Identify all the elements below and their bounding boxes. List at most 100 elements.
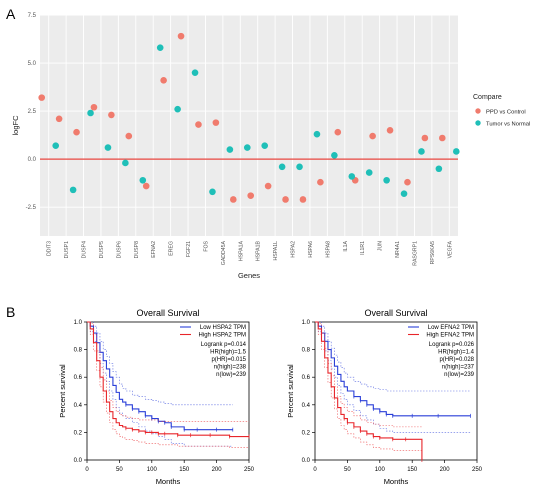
ppd-point <box>160 77 167 84</box>
x-tick-label: 250 <box>472 467 483 473</box>
x-tick-label: 100 <box>375 467 386 473</box>
tumor-point <box>313 130 321 138</box>
x-tick-label: IL1A <box>343 240 349 251</box>
y-axis-label: Percent survival <box>58 364 67 418</box>
legend-entry: Low EFNA2 TPM <box>428 325 474 331</box>
stat-line: HR(high)=1.4 <box>438 350 475 356</box>
legend-title: Compare <box>473 94 502 101</box>
plot-background <box>40 15 458 236</box>
tumor-point <box>418 148 425 155</box>
x-tick-label: 100 <box>147 467 158 473</box>
legend-key <box>475 120 481 126</box>
x-tick-label: HSPA6 <box>308 241 314 258</box>
ppd-point <box>386 127 394 134</box>
ppd-point <box>108 111 115 119</box>
x-tick-label: 0 <box>313 467 317 473</box>
ppd-point <box>125 132 133 140</box>
x-tick-label: JUN <box>378 241 384 251</box>
x-tick-label: DUSP5 <box>99 241 105 258</box>
ppd-point <box>334 128 342 136</box>
tumor-point <box>331 151 338 159</box>
tumor-point <box>69 186 77 194</box>
panel-b-letter: B <box>6 304 15 320</box>
y-tick-label: 0.4 <box>302 403 311 409</box>
high-lower-ci <box>315 321 423 460</box>
ppd-point <box>404 178 411 186</box>
km-title: Overall Survival <box>136 308 199 318</box>
x-tick-label: 50 <box>344 467 351 473</box>
ppd-point <box>38 94 46 101</box>
x-tick-label: DUSP6 <box>116 241 122 258</box>
stat-line: p(HR)=0.015 <box>211 357 246 363</box>
low-upper-ci <box>315 321 471 392</box>
y-tick-label: 0.0 <box>28 157 37 163</box>
y-tick-label: 2.5 <box>28 109 37 115</box>
y-tick-label: 0.8 <box>74 348 83 354</box>
legend-entry: Tumor vs Normal <box>486 122 530 128</box>
stat-line: p(HR)=0.028 <box>439 357 474 363</box>
ppd-point <box>73 128 80 136</box>
y-tick-label: 0.4 <box>74 403 83 409</box>
x-tick-label: 150 <box>407 467 418 473</box>
x-tick-label: RPS6KA5 <box>430 241 436 264</box>
tumor-point <box>278 163 286 171</box>
x-tick-label: DUSP4 <box>82 241 88 258</box>
x-tick-label: HSPA1B <box>256 240 262 261</box>
tumor-point <box>348 173 356 180</box>
x-tick-label: HSPA1L <box>273 241 279 261</box>
x-tick-label: 250 <box>244 467 255 473</box>
ppd-point <box>369 132 376 140</box>
x-tick-label: NR4A1 <box>395 241 401 258</box>
stat-line: n(high)=238 <box>214 365 247 371</box>
ppd-point <box>142 182 150 190</box>
panel-b-survival-hspa2: B Overall Survival 0.0 0.2 0.4 0.6 0.8 1.0 0 50 1… <box>6 304 255 486</box>
legend-entry: High EFNA2 TPM <box>426 333 474 339</box>
stat-line: n(low)=239 <box>216 372 247 378</box>
high-lower-ci <box>87 321 249 448</box>
x-tick-label: FGF21 <box>186 241 192 257</box>
panel-a-letter: A <box>6 6 16 22</box>
legend-entry: PPD vs Control <box>486 110 526 116</box>
ppd-point <box>195 121 202 128</box>
x-tick-label: FOS <box>203 240 209 251</box>
x-tick-label: 50 <box>116 467 123 473</box>
y-tick-label: 1.0 <box>302 320 311 326</box>
tumor-point <box>104 144 112 151</box>
panel-a-scatter: A -2.5 0.0 2.5 5.0 7.5 DDIT3 DUSP1 DUSP4 DUSP5 DU… <box>6 6 530 280</box>
plot-frame <box>314 321 478 461</box>
panel-b-survival-efna2: Overall Survival 0.0 0.2 0.4 0.6 0.8 1.0 0 50 100… <box>286 308 483 486</box>
y-tick-label: 0.2 <box>302 430 311 436</box>
high-upper-ci <box>87 321 249 422</box>
tumor-point <box>365 169 373 176</box>
ppd-point <box>55 115 63 123</box>
x-tick-label: GADD45A <box>221 240 227 265</box>
ppd-point <box>229 196 237 203</box>
ppd-point <box>90 103 98 111</box>
tumor-point <box>174 105 181 113</box>
x-tick-label: 150 <box>179 467 190 473</box>
ppd-point <box>299 196 307 203</box>
tumor-point <box>435 165 443 173</box>
tumor-point <box>452 148 460 155</box>
stat-line: HR(high)=1.5 <box>210 350 247 356</box>
plot-frame <box>86 321 250 461</box>
x-tick-label: 200 <box>440 467 451 473</box>
x-tick-label: EFNA2 <box>151 241 157 258</box>
y-tick-label: 0.2 <box>74 430 83 436</box>
km-title: Overall Survival <box>364 308 427 318</box>
ppd-point <box>247 192 255 199</box>
ppd-point <box>317 178 324 186</box>
tumor-point <box>383 176 390 184</box>
ppd-point <box>177 32 185 40</box>
x-tick-label: VEGFA <box>447 240 453 258</box>
stat-line: Logrank p=0.014 <box>201 342 247 348</box>
legend-entry: Low HSPA2 TPM <box>200 325 246 331</box>
y-tick-label: 0.0 <box>74 458 83 464</box>
tumor-point <box>296 163 303 171</box>
x-tick-label: EREG <box>169 241 175 256</box>
y-axis-label: logFC <box>11 115 20 136</box>
low-upper-ci <box>87 321 233 406</box>
tumor-point <box>243 144 251 151</box>
legend-key <box>475 108 481 114</box>
